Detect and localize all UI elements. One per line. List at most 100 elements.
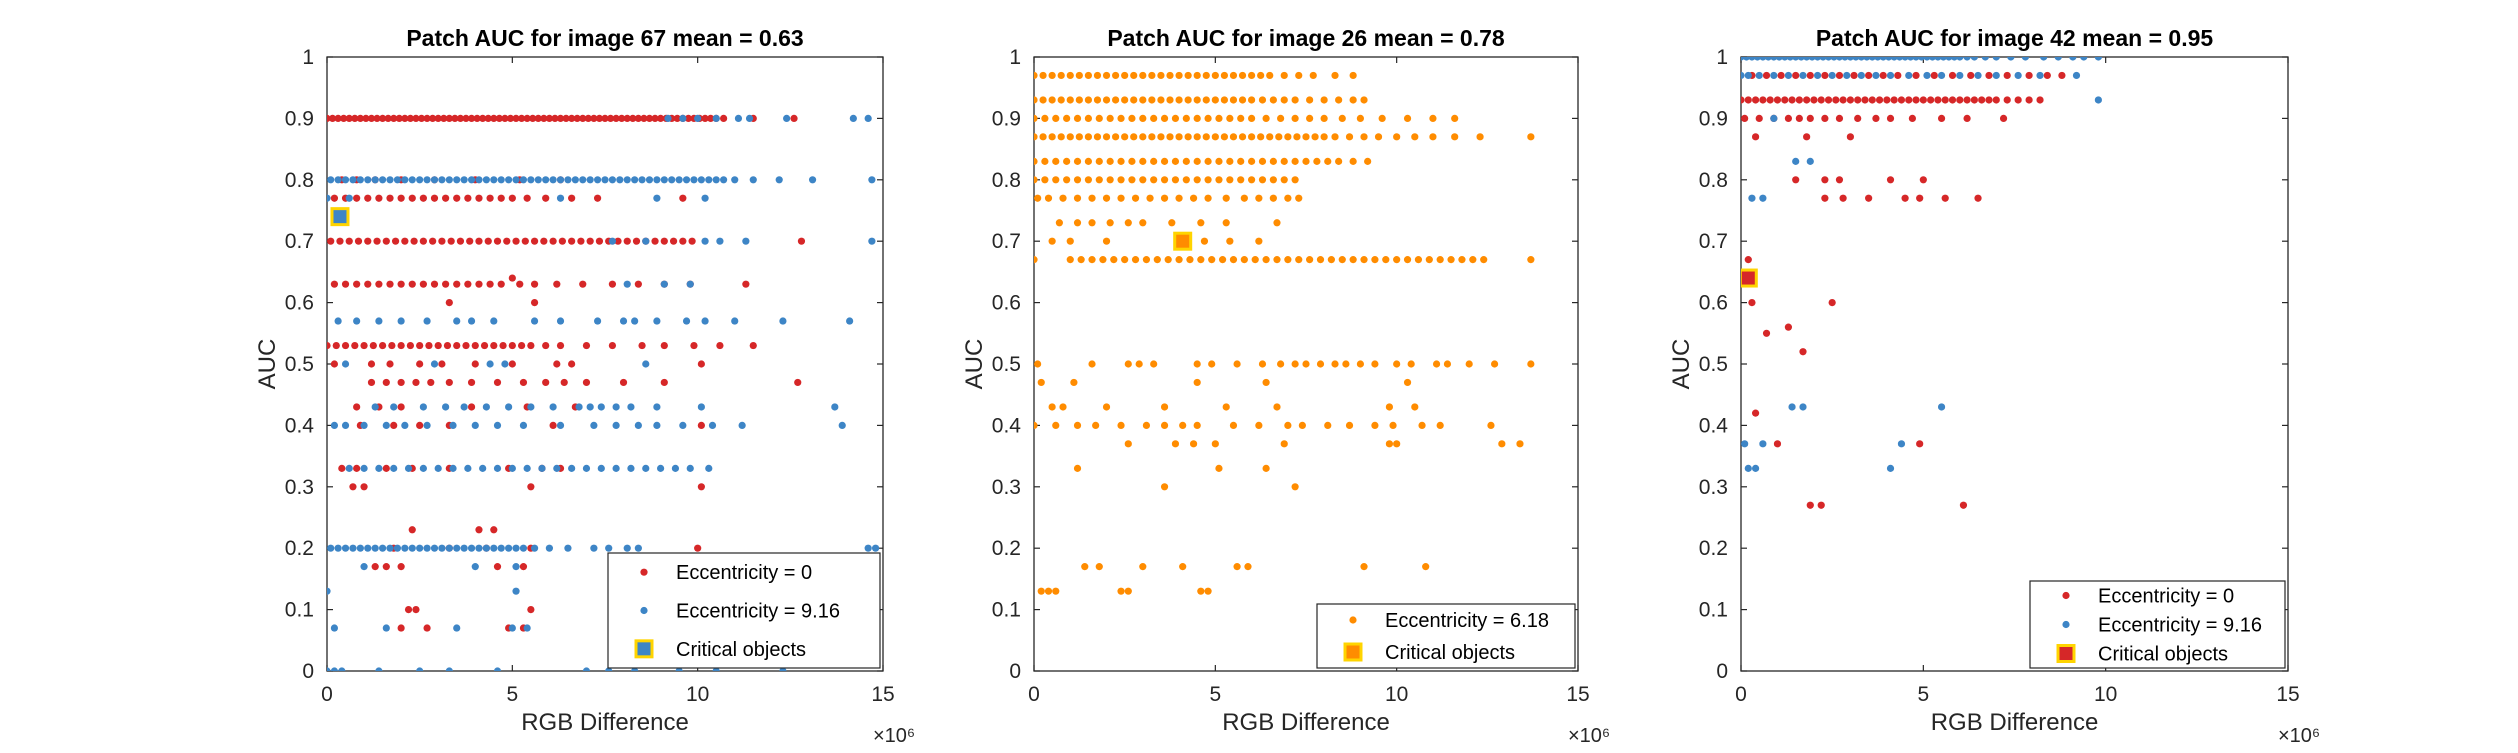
point-red — [1792, 176, 1800, 184]
point-blue — [375, 317, 383, 325]
point-red — [553, 280, 561, 288]
point-orange — [1084, 157, 1092, 165]
y-tick-label: 0.2 — [992, 537, 1021, 560]
point-orange — [1102, 71, 1111, 80]
point-red — [434, 341, 442, 350]
y-tick-label: 0.4 — [1699, 414, 1729, 437]
point-orange — [1273, 219, 1281, 227]
point-red — [373, 237, 381, 245]
point-red — [412, 378, 420, 387]
point-orange — [1135, 360, 1143, 368]
point-red — [397, 378, 405, 387]
point-blue — [382, 624, 390, 632]
point-orange — [1255, 421, 1263, 429]
point-red — [562, 114, 570, 122]
point-orange — [1164, 256, 1172, 264]
point-blue — [490, 544, 498, 552]
point-orange — [1266, 71, 1274, 80]
point-red — [716, 341, 724, 350]
point-orange — [1184, 96, 1192, 104]
point-red — [354, 237, 363, 245]
point-blue — [1741, 440, 1749, 448]
point-red — [523, 114, 531, 122]
point-red — [560, 378, 568, 387]
point-red — [645, 114, 654, 122]
point-blue — [1759, 440, 1767, 448]
point-blue — [590, 544, 598, 552]
point-blue — [645, 176, 654, 184]
point-orange — [1034, 71, 1038, 80]
point-blue — [1923, 71, 1931, 80]
point-blue — [1945, 57, 1953, 61]
point-orange — [1425, 256, 1433, 264]
legend-marker — [634, 639, 654, 659]
point-blue — [416, 544, 424, 552]
point-orange — [1443, 360, 1452, 368]
point-red — [527, 341, 535, 350]
point-red — [364, 237, 372, 245]
point-orange — [1052, 176, 1060, 184]
point-blue — [868, 176, 876, 184]
point-blue — [490, 317, 498, 325]
point-blue — [653, 176, 661, 184]
point-orange — [1403, 256, 1412, 264]
point-orange — [1211, 71, 1219, 80]
point-orange — [1066, 237, 1074, 245]
point-orange — [1429, 114, 1437, 122]
point-red — [456, 114, 465, 122]
point-orange — [1335, 96, 1343, 104]
point-red — [1817, 96, 1825, 104]
point-orange — [1057, 133, 1065, 141]
y-tick-label: 0.4 — [285, 414, 315, 437]
critical-object-marker — [1173, 231, 1193, 251]
point-orange — [1349, 157, 1357, 165]
point-blue — [597, 464, 605, 472]
point-orange — [1257, 133, 1265, 141]
point-blue — [371, 403, 379, 411]
point-blue — [1874, 57, 1882, 61]
critical-object-marker — [330, 207, 350, 227]
point-orange — [1284, 256, 1292, 264]
point-red — [612, 114, 620, 122]
point-orange — [1073, 114, 1082, 122]
point-blue — [1857, 71, 1865, 80]
point-blue — [738, 421, 746, 429]
point-blue — [334, 317, 342, 325]
point-red — [519, 378, 528, 387]
point-red — [416, 421, 424, 429]
point-blue — [586, 176, 594, 184]
point-blue — [449, 464, 457, 472]
y-tick-label: 0.1 — [285, 599, 314, 622]
point-blue — [527, 176, 535, 184]
point-orange — [1233, 360, 1241, 368]
point-orange — [1073, 464, 1082, 472]
point-blue — [519, 421, 528, 429]
point-blue — [1868, 57, 1876, 61]
point-blue — [371, 544, 379, 552]
point-red — [582, 378, 591, 387]
x-exponent-label: ×10⁶ — [2278, 725, 2320, 747]
point-blue — [705, 176, 713, 184]
point-blue — [690, 176, 698, 184]
point-red — [397, 341, 405, 350]
point-orange — [1382, 256, 1390, 264]
legend-label: Eccentricity = 6.18 — [1385, 610, 1549, 632]
point-orange — [1202, 133, 1210, 141]
point-red — [2003, 71, 2011, 80]
point-red — [486, 194, 494, 202]
point-blue — [1792, 57, 1800, 61]
point-red — [1832, 96, 1840, 104]
point-orange — [1171, 176, 1180, 184]
point-red — [590, 114, 598, 122]
y-tick-label: 0.7 — [285, 230, 314, 253]
point-orange — [1193, 133, 1201, 141]
point-red — [353, 403, 361, 411]
point-blue — [1748, 57, 1756, 61]
point-orange — [1112, 133, 1120, 141]
legend-label: Critical objects — [2098, 644, 2228, 666]
point-orange — [1193, 96, 1201, 104]
point-red — [614, 237, 622, 245]
x-tick-label: 0 — [1028, 683, 1040, 706]
point-orange — [1095, 563, 1103, 571]
point-blue — [334, 176, 342, 184]
